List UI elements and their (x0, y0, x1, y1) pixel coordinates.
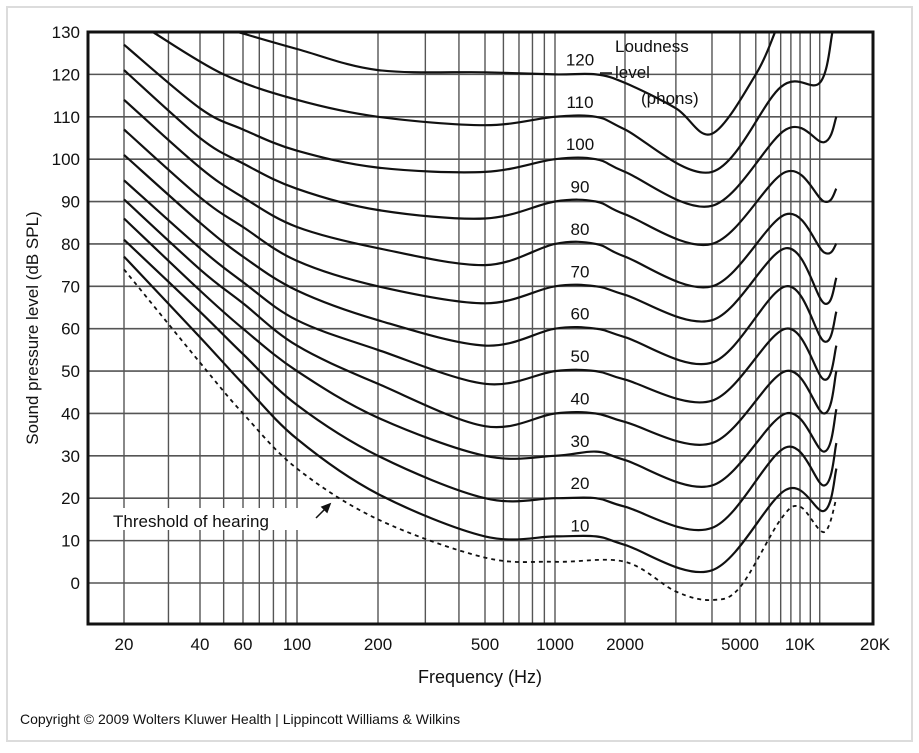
loudness-curve-20 (123, 238, 838, 532)
y-tick-label: 90 (61, 193, 80, 212)
curve-label-70: 70 (571, 262, 590, 281)
loudness-curve-30 (123, 217, 838, 488)
threshold-label: Threshold of hearing (113, 512, 269, 531)
y-tick-label: 100 (52, 150, 80, 169)
y-tick-label: 130 (52, 23, 80, 42)
x-tick-label: 60 (234, 635, 253, 654)
curve-label-40: 40 (571, 389, 590, 408)
curve-label-80: 80 (571, 220, 590, 239)
plot-frame (86, 30, 875, 626)
loudness-curve-40 (123, 198, 838, 446)
curve-label-120: 120 (566, 50, 594, 69)
y-tick-label: 10 (61, 532, 80, 551)
curve-labels: 120 110 100 90 80 70 60 50 40 30 20 10 (560, 46, 602, 536)
loudness-curve-90 (123, 69, 838, 247)
curve-label-bg (560, 300, 602, 321)
y-tick-label: 50 (61, 362, 80, 381)
y-tick-label: 0 (71, 574, 80, 593)
curve-label-bg (560, 343, 602, 364)
y-tick-label: 80 (61, 235, 80, 254)
y-tick-label: 60 (61, 320, 80, 339)
x-tick-label: 200 (364, 635, 392, 654)
legend-title-line-3: (phons) (641, 89, 699, 108)
curve-label-50: 50 (571, 347, 590, 366)
curve-label-bg (560, 427, 602, 448)
curve-label-bg (560, 88, 602, 109)
curve-label-90: 90 (571, 178, 590, 197)
loudness-curve-70 (123, 128, 838, 323)
curve-label-bg (560, 215, 602, 236)
loudness-curve-110 (152, 32, 834, 174)
loudness-curve-10 (123, 255, 838, 574)
curve-label-bg (560, 385, 602, 406)
x-axis-title: Frequency (Hz) (418, 667, 542, 687)
curve-label-100: 100 (566, 135, 594, 154)
y-tick-label: 30 (61, 447, 80, 466)
x-tick-label: 2000 (606, 635, 644, 654)
x-tick-label: 20 (115, 635, 134, 654)
loudness-curve-100 (123, 43, 838, 208)
x-tick-label: 100 (283, 635, 311, 654)
threshold-label-bg (110, 508, 310, 530)
x-tick-label: 20K (860, 635, 891, 654)
x-tick-label: 10K (785, 635, 816, 654)
y-tick-label: 40 (61, 404, 80, 423)
curve-label-110: 110 (566, 93, 593, 112)
loudness-curve-60 (123, 154, 838, 366)
threshold-arrow-icon (315, 502, 332, 519)
curve-label-bg (560, 512, 602, 533)
y-axis-title: Sound pressure level (dB SPL) (23, 211, 42, 444)
x-tick-labels: 20 40 60 100 200 500 1000 2000 5000 10K 20K (115, 635, 891, 654)
curve-label-30: 30 (571, 432, 590, 451)
curve-label-10: 10 (571, 517, 590, 536)
curve-label-60: 60 (571, 305, 590, 324)
curve-label-bg (560, 131, 602, 152)
x-tick-label: 1000 (536, 635, 574, 654)
y-tick-label: 70 (61, 277, 80, 296)
y-tick-label: 110 (53, 108, 80, 127)
x-tick-label: 40 (191, 635, 210, 654)
curve-label-bg (560, 46, 602, 67)
loudness-curve-80 (123, 98, 838, 289)
curve-label-bg (560, 173, 602, 194)
curves (123, 32, 838, 601)
x-tick-label: 500 (471, 635, 499, 654)
copyright: Copyright © 2009 Wolters Kluwer Health |… (20, 711, 460, 727)
loudness-curve-50 (123, 179, 838, 404)
x-tick-label: 5000 (721, 635, 759, 654)
y-tick-label: 20 (61, 489, 80, 508)
y-tick-label: 120 (52, 65, 80, 84)
legend-title-line-1: Loudness (615, 37, 689, 56)
loudness-curve-120 (237, 32, 777, 136)
curve-label-20: 20 (571, 474, 590, 493)
curve-label-bg (560, 470, 602, 491)
curve-label-bg (560, 258, 602, 279)
legend-title-line-2: level (615, 63, 650, 82)
